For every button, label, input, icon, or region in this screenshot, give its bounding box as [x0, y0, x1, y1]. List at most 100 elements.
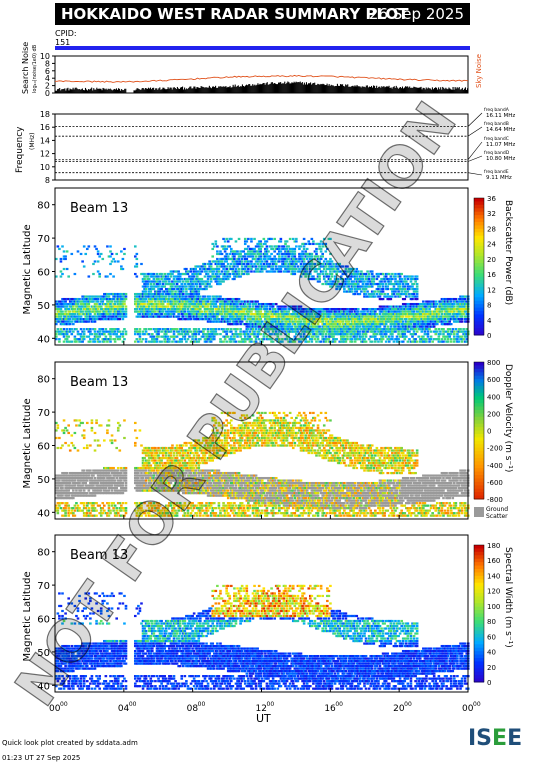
scatter-cell: [209, 267, 213, 271]
scatter-cell: [200, 270, 204, 273]
scatter-cell: [85, 328, 89, 331]
scatter-cell: [87, 305, 91, 308]
search-noise-bar: [133, 90, 135, 93]
scatter-cell: [188, 328, 191, 331]
search-noise-bar: [442, 86, 444, 93]
scatter-cell: [211, 302, 215, 306]
scatter-cell: [109, 307, 112, 311]
scatter-cell: [200, 313, 204, 316]
scatter-cell: [181, 290, 185, 293]
scatter-cell: [230, 330, 233, 333]
scatter-cell: [233, 333, 236, 336]
scatter-cell: [225, 300, 228, 303]
scatter-cell: [358, 338, 362, 341]
scatter-cell: [205, 315, 208, 318]
scatter-cell: [262, 307, 266, 311]
scatter-cell: [216, 270, 219, 273]
scatter-cell: [398, 275, 402, 278]
search-noise-bar: [101, 90, 103, 93]
scatter-cell: [205, 270, 208, 273]
search-noise-bar: [290, 83, 292, 93]
scatter-cell: [79, 307, 83, 311]
scatter-cell: [234, 330, 238, 333]
scatter-cell: [247, 300, 250, 303]
scatter-cell: [240, 265, 244, 268]
scatter-cell: [112, 292, 115, 296]
scatter-cell: [223, 302, 227, 306]
search-noise-bar: [402, 88, 405, 93]
scatter-cell: [199, 305, 202, 308]
scatter-cell: [138, 300, 142, 303]
scatter-cell: [104, 275, 108, 278]
scatter-cell: [194, 290, 197, 293]
scatter-cell: [107, 313, 111, 316]
scatter-cell: [226, 240, 230, 243]
scatter-cell: [234, 275, 238, 278]
scatter-cell: [223, 318, 227, 321]
scatter-cell: [171, 340, 174, 343]
scatter-cell: [85, 305, 89, 308]
scatter-cell: [82, 300, 86, 303]
scatter-cell: [219, 340, 222, 343]
scatter-cell: [107, 297, 111, 301]
scatter-cell: [240, 320, 244, 323]
scatter-cell: [209, 285, 213, 288]
scatter-cell: [220, 307, 224, 311]
scatter-cell: [239, 300, 242, 303]
search-noise-bar: [337, 85, 340, 93]
search-noise-bar: [461, 87, 463, 93]
scatter-cell: [231, 272, 235, 276]
scatter-cell: [240, 305, 244, 308]
search-noise-bar: [109, 88, 111, 93]
scatter-cell: [191, 272, 194, 276]
search-noise-bar: [261, 84, 263, 93]
scatter-cell: [256, 315, 259, 318]
scatter-cell: [381, 290, 385, 293]
scatter-cell: [55, 338, 58, 341]
scatter-cell: [64, 257, 67, 261]
scatter-cell: [89, 330, 92, 333]
scatter-cell: [265, 240, 269, 243]
scatter-cell: [253, 335, 256, 338]
scatter-cell: [197, 340, 201, 343]
scatter-cell: [155, 295, 159, 298]
scatter-cell: [384, 282, 388, 286]
scatter-cell: [92, 315, 95, 318]
scatter-cell: [197, 290, 201, 293]
scatter-cell: [64, 310, 67, 313]
scatter-cell: [247, 250, 250, 253]
scatter-cell: [231, 318, 235, 321]
scatter-cell: [110, 328, 114, 331]
scatter-cell: [242, 302, 245, 306]
scatter-cell: [239, 335, 242, 338]
scatter-cell: [96, 260, 100, 263]
scatter-cell: [226, 275, 230, 278]
scatter-cell: [228, 272, 232, 276]
scatter-cell: [408, 295, 411, 298]
scatter-cell: [183, 338, 187, 341]
scatter-cell: [417, 335, 421, 338]
scatter-cell: [183, 267, 187, 271]
search-noise-bar: [427, 87, 429, 93]
search-noise-bar: [328, 84, 330, 93]
scatter-cell: [154, 275, 157, 278]
scatter-cell: [152, 292, 156, 296]
scatter-cell: [160, 272, 163, 276]
scatter-cell: [202, 313, 205, 316]
scatter-cell: [186, 307, 190, 311]
scatter-cell: [78, 318, 81, 321]
scatter-cell: [265, 338, 269, 341]
scatter-cell: [253, 250, 256, 253]
scatter-cell: [216, 315, 219, 318]
scatter-cell: [205, 285, 208, 288]
scatter-cell: [192, 330, 196, 333]
scatter-cell: [233, 275, 236, 278]
scatter-cell: [113, 292, 117, 296]
scatter-cell: [254, 323, 258, 326]
scatter-cell: [247, 323, 250, 326]
scatter-cell: [260, 265, 264, 268]
scatter-cell: [247, 305, 250, 308]
freq-band-name: freq bandE: [484, 169, 509, 175]
scatter-cell: [245, 270, 249, 273]
scatter-cell: [109, 330, 112, 333]
